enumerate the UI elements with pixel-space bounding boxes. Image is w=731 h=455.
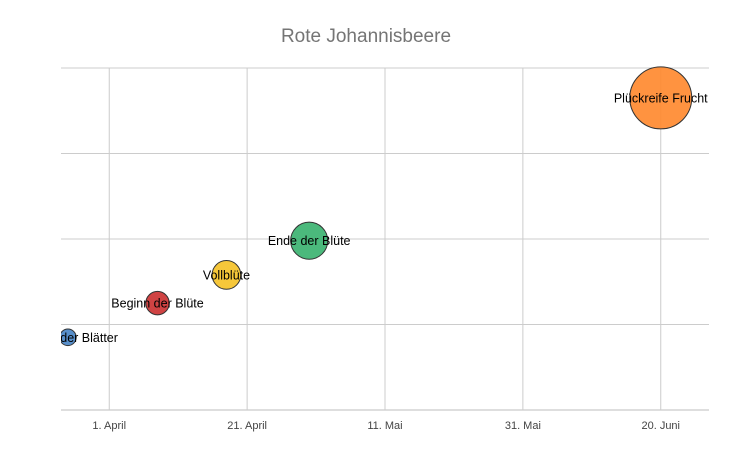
bubble-label-2: Vollblüte <box>203 268 250 282</box>
x-tick-label-3: 31. Mai <box>505 420 541 432</box>
bubble-0[interactable] <box>60 328 77 347</box>
bubble-3[interactable] <box>290 221 329 260</box>
x-tick-label-2: 11. Mai <box>367 420 402 432</box>
x-tick-label-4: 20. Juni <box>641 420 680 432</box>
x-axis-tick-labels: 1. April 21. April 11. Mai 31. Mai 20. Juni <box>92 420 680 432</box>
x-tick-label-1: 21. April <box>227 420 267 432</box>
bubble-label-4: Plückreife Frucht <box>614 91 708 105</box>
gridlines <box>61 67 709 411</box>
bubble-4[interactable] <box>629 66 693 130</box>
chart-title: Rote Johannisbeere <box>281 26 451 47</box>
x-tick-label-0: 1. April <box>92 420 126 432</box>
bubble-label-0: Beginn der Blätter <box>18 331 118 345</box>
bubble-1[interactable] <box>145 290 170 316</box>
bubble-label-1: Beginn der Blüte <box>111 297 203 311</box>
bubble-label-3: Ende der Blüte <box>268 234 351 248</box>
bubble-series: Beginn der Blätter Beginn der Blüte Vollbl… <box>18 66 708 347</box>
bubble-2[interactable] <box>211 260 242 290</box>
